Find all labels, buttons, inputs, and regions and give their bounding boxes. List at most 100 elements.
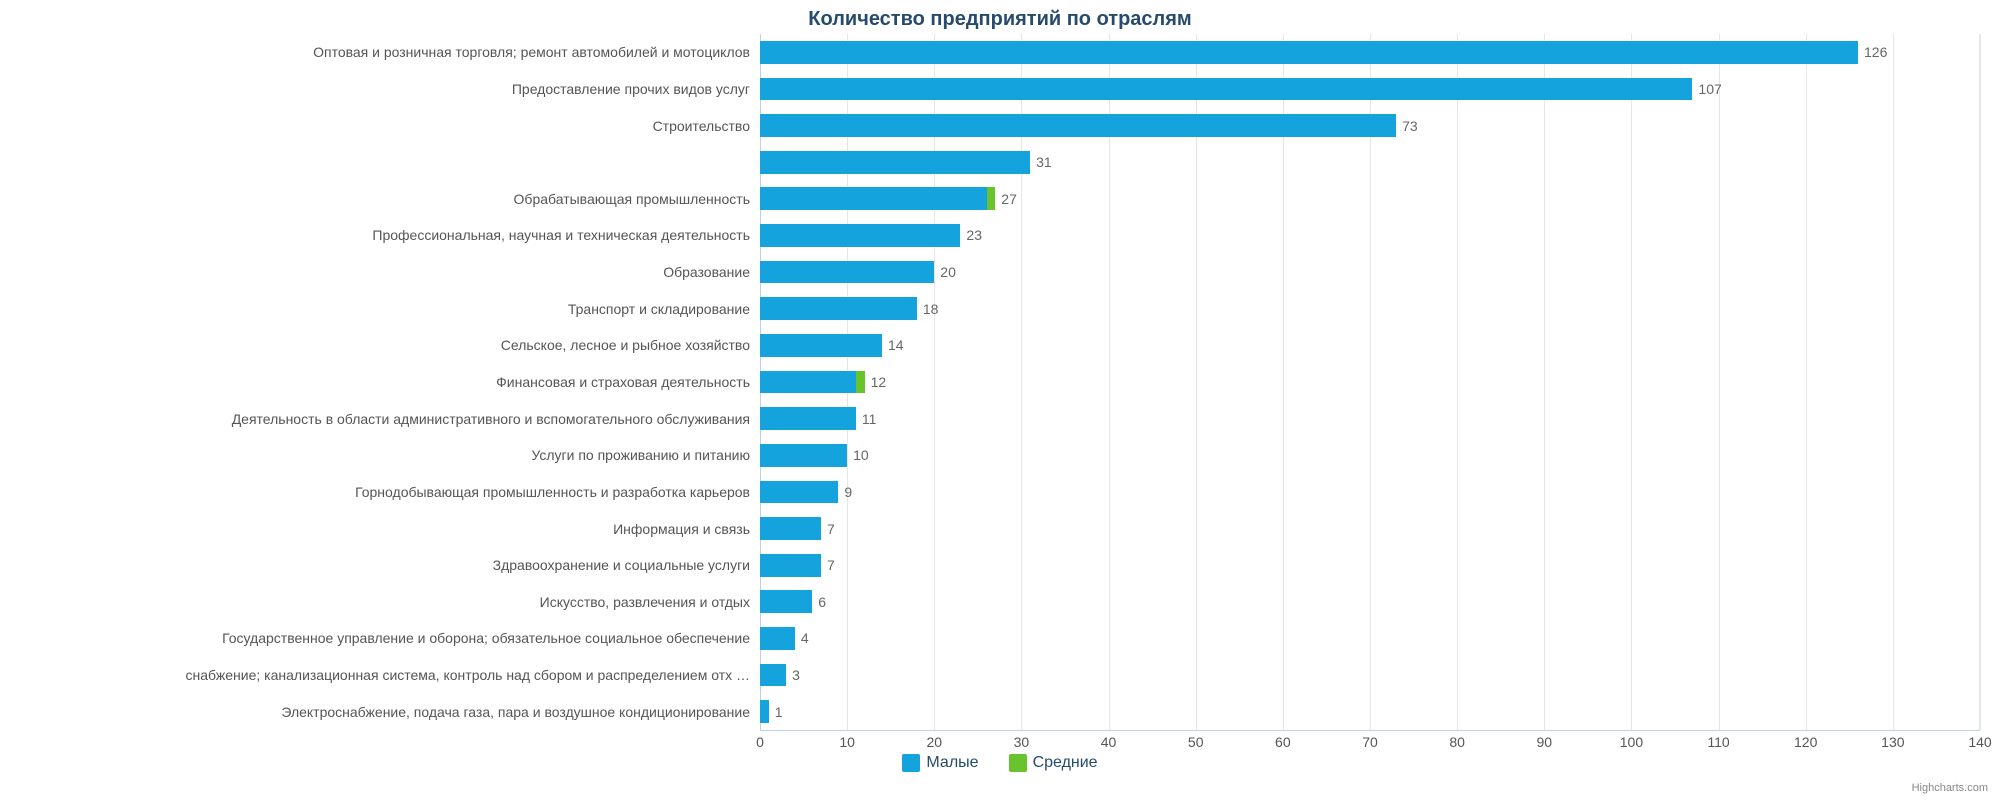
- x-tick-label: 130: [1881, 734, 1904, 750]
- bar-segment[interactable]: [760, 664, 786, 687]
- category-label: Государственное управление и оборона; об…: [0, 630, 750, 646]
- bar-segment[interactable]: [760, 78, 1692, 101]
- bar-segment[interactable]: [760, 224, 960, 247]
- bar-segment[interactable]: [760, 590, 812, 613]
- category-label: Услуги по проживанию и питанию: [0, 447, 750, 463]
- x-gridline: [1370, 34, 1371, 730]
- x-tick-label: 100: [1620, 734, 1643, 750]
- y-axis-labels: Оптовая и розничная торговля; ремонт авт…: [0, 34, 750, 750]
- x-tick-label: 0: [756, 734, 764, 750]
- x-tick-label: 20: [926, 734, 942, 750]
- bar-segment[interactable]: [760, 334, 882, 357]
- x-gridline: [1631, 34, 1632, 730]
- x-axis: 0102030405060708090100110120130140: [760, 730, 1980, 750]
- category-label: Информация и связь: [0, 520, 750, 536]
- bar-segment[interactable]: [760, 151, 1030, 174]
- legend-item[interactable]: Средние: [1009, 754, 1098, 772]
- bar-value-label: 126: [1858, 44, 1887, 60]
- chart-title: Количество предприятий по отраслям: [0, 0, 2000, 35]
- bar-value-label: 11: [856, 411, 877, 427]
- category-label: Сельское, лесное и рыбное хозяйство: [0, 337, 750, 353]
- category-label: Горнодобывающая промышленность и разрабо…: [0, 484, 750, 500]
- x-tick-label: 50: [1188, 734, 1204, 750]
- bar-segment[interactable]: [760, 700, 769, 723]
- legend-label: Малые: [926, 754, 978, 772]
- x-tick-label: 60: [1275, 734, 1291, 750]
- category-label: Финансовая и страховая деятельность: [0, 374, 750, 390]
- legend-label: Средние: [1033, 754, 1098, 772]
- x-gridline: [1980, 34, 1981, 730]
- category-label: Обрабатывающая промышленность: [0, 191, 750, 207]
- bar-segment[interactable]: [760, 517, 821, 540]
- category-label: Профессиональная, научная и техническая …: [0, 227, 750, 243]
- x-tick-label: 90: [1536, 734, 1552, 750]
- bar-segment[interactable]: [760, 481, 838, 504]
- bar-value-label: 31: [1030, 154, 1052, 170]
- legend-swatch: [1009, 754, 1027, 772]
- bar-value-label: 4: [795, 630, 809, 646]
- category-label: Оптовая и розничная торговля; ремонт авт…: [0, 44, 750, 60]
- category-label: Предоставление прочих видов услуг: [0, 81, 750, 97]
- legend-swatch: [902, 754, 920, 772]
- bar-value-label: 7: [821, 557, 835, 573]
- bar-value-label: 73: [1396, 118, 1418, 134]
- bar-value-label: 9: [838, 484, 852, 500]
- bar-value-label: 3: [786, 667, 800, 683]
- bar-value-label: 6: [812, 594, 826, 610]
- bar-segment[interactable]: [760, 114, 1396, 137]
- plot-right-border: [1979, 34, 1980, 730]
- x-tick-label: 30: [1014, 734, 1030, 750]
- category-label: снабжение; канализационная система, конт…: [0, 667, 750, 683]
- plot-area: Оптовая и розничная торговля; ремонт авт…: [0, 34, 2000, 750]
- x-tick-label: 140: [1968, 734, 1991, 750]
- bar-segment[interactable]: [760, 297, 917, 320]
- bar-segment[interactable]: [760, 187, 987, 210]
- credits-link[interactable]: Highcharts.com: [1912, 782, 1988, 794]
- bar-segment[interactable]: [987, 187, 996, 210]
- bars-area: 126107733127232018141211109776431: [760, 34, 1980, 730]
- legend: Малые Средние: [0, 754, 2000, 772]
- x-gridline: [1457, 34, 1458, 730]
- x-tick-label: 80: [1449, 734, 1465, 750]
- x-gridline: [1283, 34, 1284, 730]
- category-label: Строительство: [0, 118, 750, 134]
- bar-segment[interactable]: [760, 444, 847, 467]
- bar-segment[interactable]: [760, 371, 856, 394]
- category-label: Искусство, развлечения и отдых: [0, 594, 750, 610]
- category-label: Транспорт и складирование: [0, 301, 750, 317]
- bar-value-label: 107: [1692, 81, 1721, 97]
- category-label: Электроснабжение, подача газа, пара и во…: [0, 704, 750, 720]
- legend-item[interactable]: Малые: [902, 754, 978, 772]
- category-label: Деятельность в области административного…: [0, 411, 750, 427]
- chart-container: Количество предприятий по отраслям Оптов…: [0, 0, 2000, 800]
- bar-value-label: 14: [882, 337, 904, 353]
- bar-segment[interactable]: [760, 407, 856, 430]
- bar-value-label: 20: [934, 264, 956, 280]
- x-gridline: [1021, 34, 1022, 730]
- bar-value-label: 1: [769, 704, 783, 720]
- bar-value-label: 18: [917, 301, 939, 317]
- x-tick-label: 40: [1101, 734, 1117, 750]
- bar-segment[interactable]: [760, 261, 934, 284]
- x-gridline: [1544, 34, 1545, 730]
- bar-value-label: 7: [821, 521, 835, 537]
- x-gridline: [1719, 34, 1720, 730]
- bar-segment[interactable]: [760, 554, 821, 577]
- category-label: Здравоохранение и социальные услуги: [0, 557, 750, 573]
- bar-value-label: 12: [865, 374, 887, 390]
- bar-value-label: 23: [960, 227, 982, 243]
- bar-value-label: 10: [847, 447, 869, 463]
- x-tick-label: 120: [1794, 734, 1817, 750]
- x-gridline: [1806, 34, 1807, 730]
- bar-segment[interactable]: [760, 41, 1858, 64]
- bar-value-label: 27: [995, 191, 1017, 207]
- x-gridline: [1893, 34, 1894, 730]
- x-gridline: [1196, 34, 1197, 730]
- x-gridline: [934, 34, 935, 730]
- category-label: Образование: [0, 264, 750, 280]
- bar-segment[interactable]: [760, 627, 795, 650]
- x-tick-label: 10: [839, 734, 855, 750]
- x-tick-label: 70: [1362, 734, 1378, 750]
- bar-segment[interactable]: [856, 371, 865, 394]
- x-gridline: [1109, 34, 1110, 730]
